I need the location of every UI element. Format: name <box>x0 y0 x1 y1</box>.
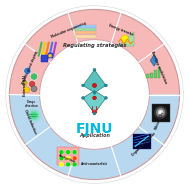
FancyBboxPatch shape <box>57 147 79 165</box>
Text: X-rays
detection: X-rays detection <box>25 100 38 108</box>
Text: Molecular engineering: Molecular engineering <box>50 21 87 39</box>
Circle shape <box>24 67 31 74</box>
Circle shape <box>93 96 96 100</box>
FancyBboxPatch shape <box>133 134 151 149</box>
Text: Encryption: Encryption <box>58 153 76 164</box>
FancyBboxPatch shape <box>154 70 156 78</box>
Text: Chiral induction: Chiral induction <box>23 109 37 135</box>
FancyBboxPatch shape <box>41 55 48 62</box>
Text: Organic guest doping: Organic guest doping <box>21 50 39 84</box>
Circle shape <box>93 91 96 94</box>
Circle shape <box>29 81 36 88</box>
Circle shape <box>156 108 165 117</box>
Circle shape <box>48 54 52 57</box>
Circle shape <box>92 83 97 88</box>
FancyBboxPatch shape <box>75 25 96 28</box>
Text: phantom
photons: phantom photons <box>29 114 39 117</box>
Text: White LEDs: White LEDs <box>154 111 165 130</box>
Circle shape <box>40 40 149 149</box>
Text: Bandgap modulation: Bandgap modulation <box>150 50 168 84</box>
Circle shape <box>42 51 45 55</box>
Wedge shape <box>9 9 180 94</box>
Polygon shape <box>83 70 106 93</box>
Circle shape <box>31 86 37 92</box>
Circle shape <box>26 108 42 123</box>
Text: Application: Application <box>79 133 110 138</box>
Circle shape <box>21 80 28 87</box>
Text: Organic waveguide: Organic waveguide <box>131 131 157 157</box>
Text: Energy transfer: Energy transfer <box>108 23 134 36</box>
Circle shape <box>59 156 64 161</box>
FancyBboxPatch shape <box>150 73 153 78</box>
FancyBboxPatch shape <box>48 53 53 58</box>
Wedge shape <box>9 94 180 180</box>
Circle shape <box>66 162 70 167</box>
FancyBboxPatch shape <box>152 104 170 122</box>
Circle shape <box>30 73 38 80</box>
Polygon shape <box>118 32 134 46</box>
Text: External HAL: External HAL <box>22 74 27 96</box>
FancyBboxPatch shape <box>75 28 96 31</box>
FancyBboxPatch shape <box>75 35 96 38</box>
FancyBboxPatch shape <box>75 31 96 34</box>
Circle shape <box>72 162 77 167</box>
Text: Regulating strategies: Regulating strategies <box>63 43 126 48</box>
Circle shape <box>121 35 129 43</box>
Circle shape <box>82 84 84 87</box>
Circle shape <box>82 96 84 99</box>
Circle shape <box>105 84 107 87</box>
Text: FJNU: FJNU <box>76 122 113 136</box>
Circle shape <box>158 110 163 115</box>
Circle shape <box>105 96 107 99</box>
Circle shape <box>59 162 64 167</box>
Circle shape <box>93 68 96 71</box>
Text: Anti-counterfeit: Anti-counterfeit <box>81 162 108 167</box>
FancyBboxPatch shape <box>146 74 149 78</box>
Circle shape <box>159 111 162 114</box>
Circle shape <box>93 112 96 115</box>
Circle shape <box>72 156 77 161</box>
Circle shape <box>23 87 29 93</box>
Polygon shape <box>83 91 106 113</box>
Circle shape <box>72 150 77 155</box>
Circle shape <box>66 150 70 155</box>
Circle shape <box>31 112 37 119</box>
FancyBboxPatch shape <box>158 67 160 78</box>
Circle shape <box>29 110 39 121</box>
Circle shape <box>154 106 167 119</box>
Circle shape <box>59 150 64 155</box>
Polygon shape <box>150 55 158 66</box>
Circle shape <box>66 156 70 161</box>
